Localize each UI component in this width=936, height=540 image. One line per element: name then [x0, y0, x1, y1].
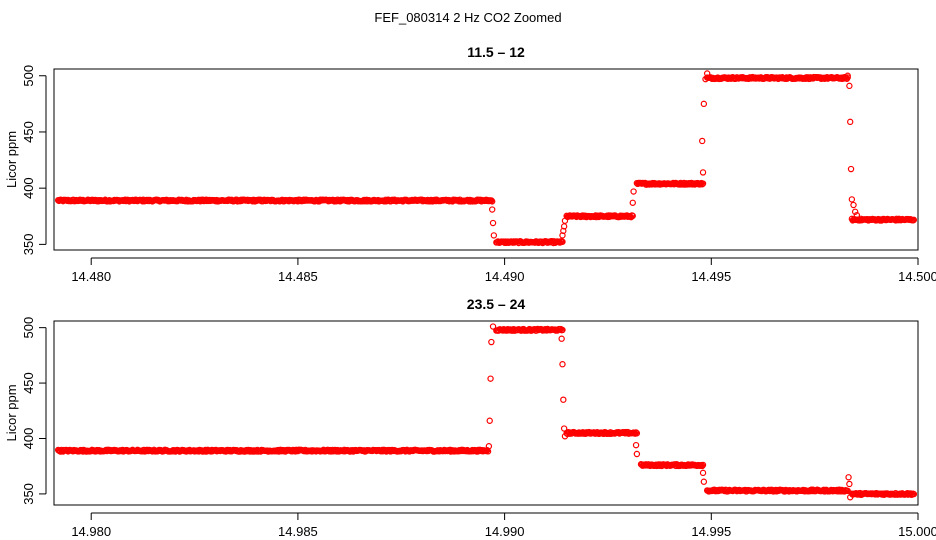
- data-points: [54, 323, 918, 501]
- data-points: [54, 70, 918, 247]
- x-tick-label: 15.000: [898, 524, 936, 539]
- y-tick-label: 350: [21, 483, 36, 505]
- data-point: [632, 429, 640, 436]
- data-point: [486, 417, 493, 424]
- data-point: [633, 450, 641, 458]
- data-point: [699, 469, 707, 477]
- y-tick-label: 500: [21, 65, 36, 87]
- data-point: [847, 494, 854, 501]
- y-tick-label: 400: [21, 428, 36, 450]
- data-point: [629, 199, 636, 206]
- data-point: [561, 217, 569, 224]
- plot-frame: [53, 68, 919, 251]
- data-point: [700, 100, 708, 108]
- data-point: [699, 137, 706, 145]
- data-point: [847, 165, 855, 173]
- y-tick-label: 450: [21, 372, 36, 394]
- data-point: [632, 441, 640, 449]
- data-point: [633, 430, 641, 437]
- data-point: [559, 238, 566, 245]
- data-point: [629, 212, 636, 220]
- x-tick-label: 14.495: [691, 269, 731, 284]
- data-point: [560, 425, 568, 432]
- data-point: [845, 474, 852, 481]
- data-point: [846, 82, 853, 90]
- y-axis-label: Licor ppm: [4, 384, 19, 441]
- y-axis: 350 400 450 500: [21, 317, 47, 505]
- data-point: [489, 206, 496, 213]
- data-point: [700, 478, 708, 485]
- x-tick-label: 14.490: [485, 269, 525, 284]
- data-point: [488, 338, 495, 346]
- y-tick-label: 450: [21, 121, 36, 143]
- y-tick-label: 400: [21, 177, 36, 199]
- data-point: [850, 201, 857, 209]
- data-point: [699, 461, 707, 469]
- x-tick-label: 14.985: [278, 524, 318, 539]
- data-point: [630, 188, 637, 195]
- data-point: [559, 326, 566, 334]
- x-tick-label: 14.990: [485, 524, 525, 539]
- data-point: [846, 480, 853, 488]
- data-point: [560, 396, 567, 403]
- data-point: [699, 462, 706, 470]
- plot-frame: [53, 320, 919, 506]
- y-tick-label: 350: [21, 234, 36, 256]
- data-point: [703, 70, 711, 77]
- data-point: [844, 487, 851, 495]
- data-point: [699, 180, 707, 187]
- data-point: [558, 335, 565, 342]
- figure-title: FEF_080314 2 Hz CO2 Zoomed: [374, 10, 561, 25]
- x-axis: 14.980 14.985 14.990 14.995 15.000: [71, 512, 936, 539]
- data-point: [847, 118, 854, 126]
- x-tick-label: 14.480: [71, 269, 111, 284]
- data-point: [699, 169, 707, 176]
- data-point: [489, 219, 497, 227]
- data-point: [559, 361, 566, 368]
- data-point: [485, 443, 493, 450]
- data-point: [489, 198, 496, 205]
- data-point: [487, 375, 494, 382]
- data-point: [702, 75, 709, 83]
- data-point: [488, 197, 495, 204]
- data-point: [851, 208, 859, 215]
- y-tick-label: 500: [21, 317, 36, 339]
- x-tick-label: 14.995: [691, 524, 731, 539]
- panel-title: 23.5 – 24: [467, 296, 526, 312]
- data-point: [489, 323, 497, 330]
- panel-title: 11.5 – 12: [467, 44, 525, 60]
- x-tick-label: 14.485: [278, 269, 318, 284]
- data-point: [561, 433, 569, 440]
- data-point: [490, 232, 498, 239]
- x-tick-label: 14.980: [71, 524, 111, 539]
- data-point: [910, 490, 918, 498]
- data-point: [853, 211, 861, 219]
- x-tick-label: 14.500: [898, 269, 936, 284]
- y-axis: 350 400 450 500: [21, 65, 47, 256]
- y-axis-label: Licor ppm: [4, 131, 19, 188]
- data-point: [844, 72, 851, 79]
- data-point: [910, 216, 918, 224]
- data-point: [848, 196, 856, 203]
- x-axis: 14.480 14.485 14.490 14.495 14.500: [71, 257, 936, 284]
